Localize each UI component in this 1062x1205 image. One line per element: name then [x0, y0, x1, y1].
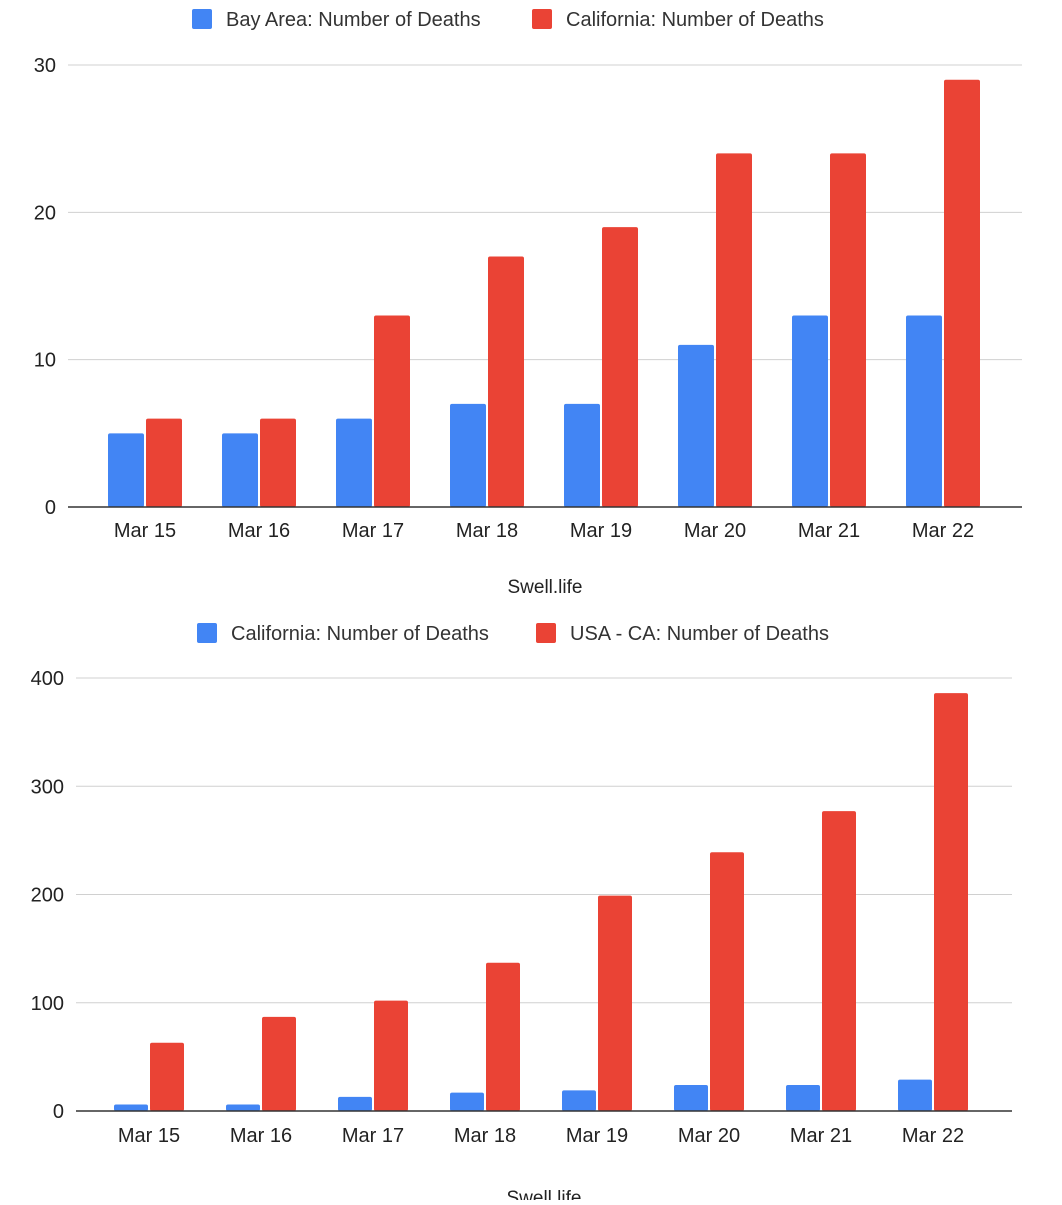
bar-series2-mar-19 — [598, 895, 632, 1111]
bar-series1-mar-16 — [222, 433, 258, 507]
x-tick-label: Mar 18 — [454, 1125, 516, 1147]
bar-series2-mar-21 — [830, 153, 866, 507]
x-tick-label: Mar 22 — [902, 1125, 964, 1147]
bar-series1-mar-15 — [114, 1104, 148, 1111]
x-tick-label: Mar 15 — [118, 1125, 180, 1147]
legend-swatch-1 — [192, 9, 212, 29]
bar-series1-mar-16 — [226, 1104, 260, 1111]
x-tick-label: Mar 18 — [456, 520, 518, 542]
x-tick-label: Mar 21 — [798, 520, 860, 542]
y-tick-label: 20 — [34, 202, 56, 224]
chart-california-vs-usa: California: Number of Deaths USA - CA: Nu… — [0, 612, 1062, 1205]
x-tick-label: Mar 17 — [342, 1125, 404, 1147]
bar-series1-mar-17 — [336, 418, 372, 507]
bar-series2-mar-18 — [488, 256, 524, 507]
bar-series1-mar-22 — [898, 1079, 932, 1111]
bar-series1-mar-19 — [564, 403, 600, 507]
x-tick-label: Mar 20 — [678, 1125, 740, 1147]
bar-series2-mar-15 — [146, 418, 182, 507]
chart-1-svg: Bay Area: Number of Deaths California: Nu… — [34, 9, 1022, 598]
x-axis-label: Swell.life — [507, 1188, 582, 1200]
legend-label-1: California: Number of Deaths — [231, 623, 489, 645]
bar-series1-mar-18 — [450, 1092, 484, 1111]
x-tick-label: Mar 15 — [114, 520, 176, 542]
bar-series2-mar-15 — [150, 1042, 184, 1111]
x-tick-label: Mar 19 — [570, 520, 632, 542]
x-tick-label: Mar 20 — [684, 520, 746, 542]
y-tick-label: 10 — [34, 350, 56, 372]
bar-series1-mar-17 — [338, 1096, 372, 1111]
bar-series1-mar-20 — [674, 1085, 708, 1111]
x-axis-label: Swell.life — [508, 577, 583, 598]
x-tick-label: Mar 19 — [566, 1125, 628, 1147]
y-tick-label: 30 — [34, 55, 56, 77]
y-tick-label: 0 — [45, 497, 56, 519]
bar-series2-mar-22 — [944, 79, 980, 507]
y-tick-label: 400 — [31, 668, 64, 690]
bar-series2-mar-22 — [934, 693, 968, 1111]
legend-label-2: USA - CA: Number of Deaths — [570, 623, 829, 645]
y-tick-label: 300 — [31, 776, 64, 798]
bar-series2-mar-17 — [374, 315, 410, 507]
bar-series2-mar-16 — [260, 418, 296, 507]
legend-swatch-2 — [532, 9, 552, 29]
legend-swatch-2 — [536, 623, 556, 643]
chart-2-svg: California: Number of Deaths USA - CA: Nu… — [31, 623, 1012, 1205]
x-tick-label: Mar 21 — [790, 1125, 852, 1147]
x-tick-label: Mar 17 — [342, 520, 404, 542]
bar-series1-mar-22 — [906, 315, 942, 507]
chart-bay-area-vs-california: Bay Area: Number of Deaths California: Nu… — [34, 9, 1022, 598]
x-tick-label: Mar 22 — [912, 520, 974, 542]
bar-series1-mar-21 — [786, 1085, 820, 1111]
bar-series2-mar-19 — [602, 227, 638, 508]
bar-series1-mar-19 — [562, 1090, 596, 1111]
y-tick-label: 0 — [53, 1101, 64, 1123]
bar-series1-mar-18 — [450, 403, 486, 507]
y-tick-label: 200 — [31, 885, 64, 907]
bar-series1-mar-21 — [792, 315, 828, 507]
bar-series1-mar-20 — [678, 344, 714, 507]
bar-series2-mar-17 — [374, 1000, 408, 1111]
bar-series2-mar-16 — [262, 1016, 296, 1111]
legend-swatch-1 — [197, 623, 217, 643]
bar-series2-mar-18 — [486, 962, 520, 1111]
legend-label-1: Bay Area: Number of Deaths — [226, 9, 481, 31]
bar-series2-mar-20 — [710, 852, 744, 1111]
bar-series2-mar-21 — [822, 811, 856, 1111]
x-tick-label: Mar 16 — [228, 520, 290, 542]
bar-series2-mar-20 — [716, 153, 752, 507]
x-tick-label: Mar 16 — [230, 1125, 292, 1147]
legend-label-2: California: Number of Deaths — [566, 9, 824, 31]
bar-series1-mar-15 — [108, 433, 144, 507]
y-tick-label: 100 — [31, 993, 64, 1015]
